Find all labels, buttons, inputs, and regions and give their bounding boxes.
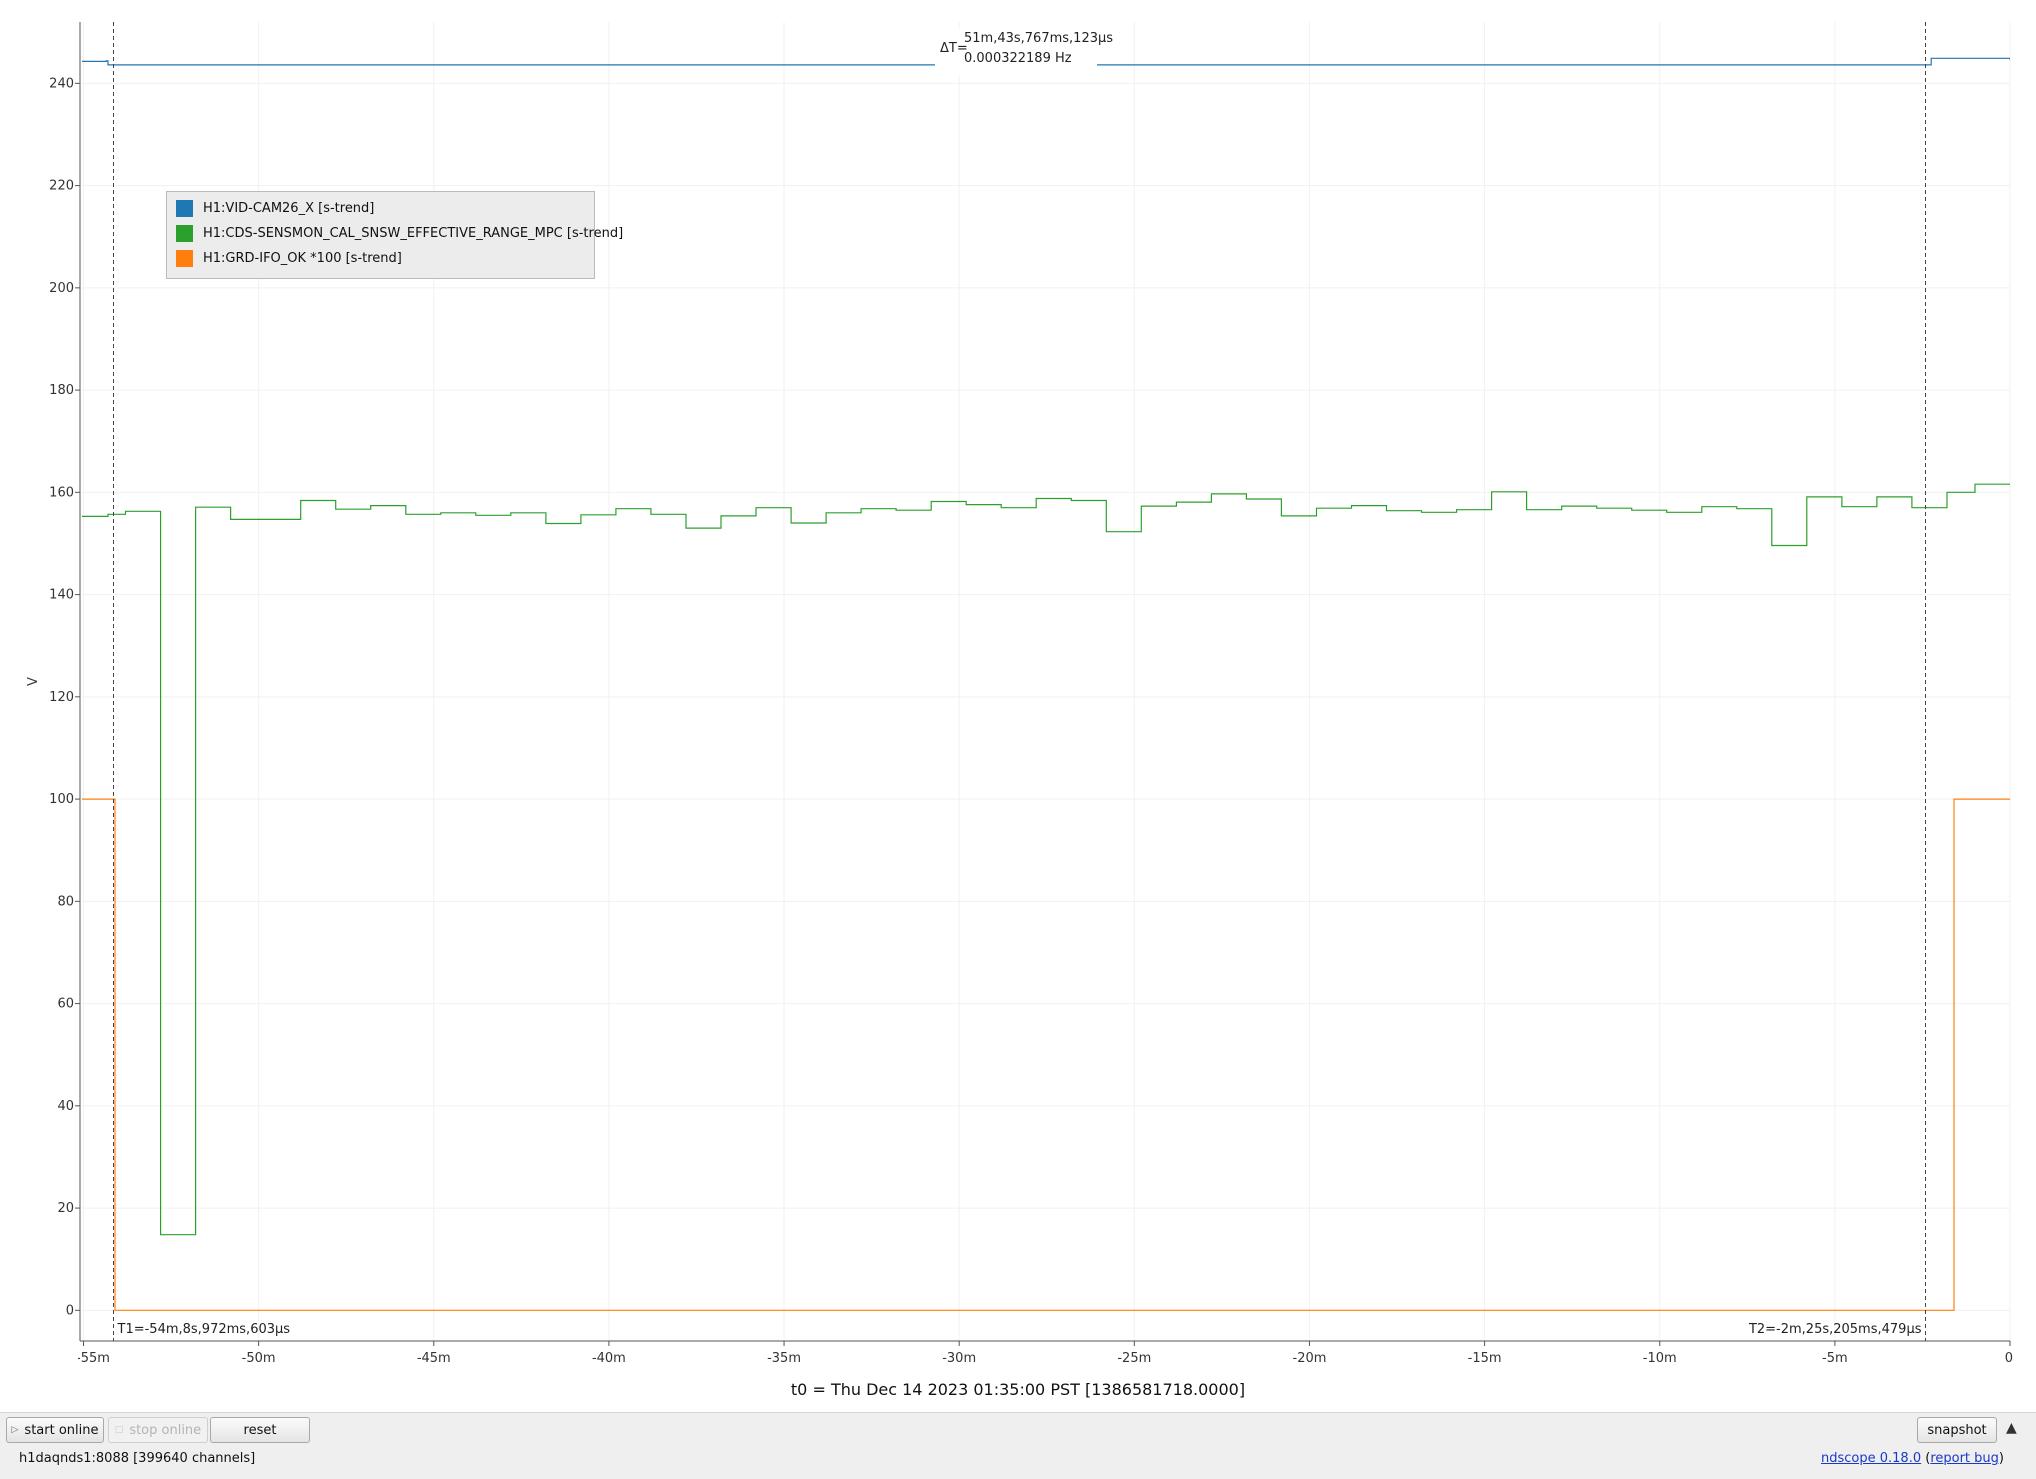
- legend-label: H1:VID-CAM26_X [s-trend]: [203, 200, 375, 216]
- y-tick-label: 0: [66, 1303, 74, 1318]
- delta-time: 51m,43s,767ms,123μs: [964, 31, 1113, 46]
- x-tick-label: -40m: [592, 1351, 626, 1366]
- plot-area[interactable]: 0 20 40 60 80 100 120 140 160 180 200 220 240 -55m -50…: [0, 0, 2036, 1410]
- legend[interactable]: H1:VID-CAM26_X [s-trend] H1:CDS-SENSMON_C…: [166, 191, 623, 279]
- cursor-label-t1: T1=-54m,8s,972ms,603μs: [117, 1322, 291, 1337]
- y-tick-label: 80: [57, 894, 74, 909]
- delta-readout: ΔT=51m,43s,767ms,123μs 0.000322189 Hz: [935, 28, 1113, 76]
- y-tick-label: 20: [57, 1201, 74, 1216]
- start-online-label: start online: [24, 1422, 99, 1438]
- y-tick-label: 100: [49, 792, 74, 807]
- reset-label: reset: [243, 1422, 277, 1438]
- report-bug-link[interactable]: report bug: [1930, 1451, 1999, 1466]
- stop-online-label: stop online: [129, 1422, 202, 1438]
- x-tick-label: -55m: [76, 1351, 110, 1366]
- x-tick-label: -25m: [1117, 1351, 1151, 1366]
- cursor-layer[interactable]: T1=-54m,8s,972ms,603μs T2=-2m,25s,205ms,4…: [113, 22, 1926, 1341]
- x-tick-label: -30m: [942, 1351, 976, 1366]
- y-tick-label: 40: [57, 1099, 74, 1114]
- y-tick-label: 220: [49, 179, 74, 194]
- cursor-label-t2: T2=-2m,25s,205ms,479μs: [1748, 1322, 1922, 1337]
- legend-swatch: [176, 224, 193, 242]
- paren-close: ): [1998, 1451, 2004, 1466]
- server-status: h1daqnds1:8088 [399640 channels]: [19, 1451, 256, 1466]
- legend-swatch: [176, 199, 193, 217]
- snapshot-button[interactable]: snapshot: [1917, 1417, 1997, 1443]
- legend-label: H1:GRD-IFO_OK *100 [s-trend]: [203, 250, 402, 266]
- version-status: ndscope 0.18.0 (report bug): [1821, 1451, 2004, 1466]
- y-tick-label: 60: [57, 997, 74, 1012]
- t0-label: t0 = Thu Dec 14 2023 01:35:00 PST [13865…: [790, 1380, 1246, 1399]
- snapshot-label: snapshot: [1927, 1422, 1987, 1438]
- x-tick-label: -15m: [1468, 1351, 1502, 1366]
- paren-open: (: [1921, 1451, 1931, 1466]
- y-tick-label: 240: [49, 76, 74, 91]
- bottom-toolbar: [0, 1412, 2036, 1479]
- y-tick-label: 120: [49, 690, 74, 705]
- x-tick-label: -20m: [1293, 1351, 1327, 1366]
- y-tick-label: 160: [49, 485, 74, 500]
- x-tick-label: -50m: [242, 1351, 276, 1366]
- legend-item-1[interactable]: H1:VID-CAM26_X [s-trend]: [176, 198, 374, 218]
- stop-icon: □: [114, 1425, 124, 1435]
- y-tick-label: 200: [49, 281, 74, 296]
- legend-label: H1:CDS-SENSMON_CAL_SNSW_EFFECTIVE_RANGE_…: [203, 225, 624, 241]
- x-tick-label: -5m: [1822, 1351, 1848, 1366]
- legend-item-2[interactable]: H1:CDS-SENSMON_CAL_SNSW_EFFECTIVE_RANGE_…: [176, 223, 623, 243]
- delta-prefix: ΔT=: [940, 41, 968, 56]
- axes: 0 20 40 60 80 100 120 140 160 180 200 220 240 -55m -50…: [26, 22, 2013, 1366]
- grid: [82, 22, 2011, 1341]
- stop-online-button: □ stop online: [108, 1417, 208, 1443]
- x-tick-label: -35m: [767, 1351, 801, 1366]
- play-icon: ▷: [11, 1425, 19, 1435]
- collapse-arrow-icon[interactable]: ▲: [2006, 1420, 2017, 1436]
- x-tick-label: 0: [2005, 1351, 2013, 1366]
- y-tick-label: 180: [49, 383, 74, 398]
- version-link[interactable]: ndscope 0.18.0: [1821, 1451, 1922, 1466]
- x-tick-label: -45m: [417, 1351, 451, 1366]
- series-line-3: [82, 798, 2010, 1311]
- start-online-button[interactable]: ▷ start online: [6, 1417, 104, 1443]
- legend-swatch: [176, 249, 193, 267]
- delta-frequency: 0.000322189 Hz: [964, 51, 1072, 66]
- series-line-2: [82, 483, 2010, 1236]
- y-tick-label: 140: [49, 588, 74, 603]
- y-axis-label: V: [26, 677, 41, 686]
- x-tick-label: -10m: [1643, 1351, 1677, 1366]
- legend-item-3[interactable]: H1:GRD-IFO_OK *100 [s-trend]: [176, 248, 402, 268]
- delta-background: [935, 28, 1097, 76]
- reset-button[interactable]: reset: [210, 1417, 310, 1443]
